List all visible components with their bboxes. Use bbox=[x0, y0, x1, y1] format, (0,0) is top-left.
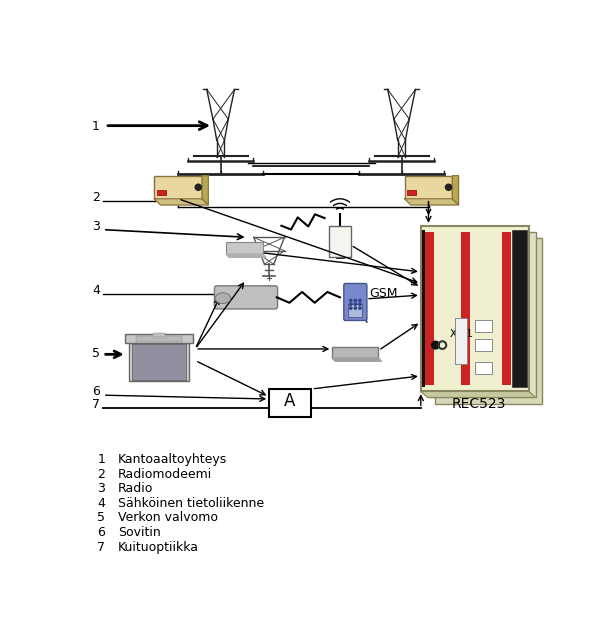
Text: X5.1: X5.1 bbox=[450, 329, 474, 340]
Polygon shape bbox=[421, 391, 536, 398]
Text: Radiomodeemi: Radiomodeemi bbox=[118, 467, 213, 481]
Text: 2: 2 bbox=[92, 191, 100, 204]
Bar bbox=[269, 389, 311, 416]
Text: REC523: REC523 bbox=[451, 398, 506, 411]
Text: Verkon valvomo: Verkon valvomo bbox=[118, 512, 218, 524]
Circle shape bbox=[354, 303, 357, 306]
Bar bbox=[407, 190, 416, 195]
Bar bbox=[512, 229, 527, 387]
Polygon shape bbox=[332, 358, 381, 361]
Circle shape bbox=[359, 303, 361, 306]
Bar bbox=[474, 319, 492, 332]
Text: 1: 1 bbox=[97, 453, 105, 466]
Bar bbox=[435, 238, 543, 404]
FancyBboxPatch shape bbox=[405, 176, 452, 199]
Bar bbox=[132, 345, 186, 380]
Circle shape bbox=[354, 299, 357, 302]
Polygon shape bbox=[226, 255, 266, 257]
Bar bbox=[421, 226, 528, 391]
Bar bbox=[129, 343, 189, 381]
Bar bbox=[425, 232, 434, 385]
Text: Radio: Radio bbox=[118, 482, 154, 495]
Circle shape bbox=[359, 299, 361, 302]
Circle shape bbox=[195, 184, 201, 190]
Bar bbox=[125, 333, 193, 343]
FancyBboxPatch shape bbox=[332, 346, 378, 358]
Polygon shape bbox=[154, 199, 208, 205]
Bar bbox=[329, 226, 351, 256]
Text: 7: 7 bbox=[97, 541, 105, 554]
Bar bbox=[136, 336, 182, 342]
Text: 6: 6 bbox=[92, 385, 100, 398]
Circle shape bbox=[354, 307, 357, 309]
Circle shape bbox=[359, 307, 361, 309]
Ellipse shape bbox=[215, 293, 230, 304]
Polygon shape bbox=[202, 176, 208, 205]
Text: 3: 3 bbox=[92, 220, 100, 232]
Text: 5: 5 bbox=[97, 512, 105, 524]
Text: 7: 7 bbox=[92, 398, 100, 411]
FancyBboxPatch shape bbox=[226, 242, 263, 255]
Bar bbox=[461, 232, 470, 385]
Bar bbox=[422, 229, 425, 387]
Circle shape bbox=[432, 341, 440, 349]
FancyBboxPatch shape bbox=[344, 284, 367, 321]
Text: 5: 5 bbox=[92, 347, 100, 360]
Text: 2: 2 bbox=[97, 467, 105, 481]
Bar bbox=[474, 339, 492, 352]
Bar bbox=[153, 333, 165, 336]
Text: 6: 6 bbox=[97, 526, 105, 539]
Text: Kantoaaltoyhteys: Kantoaaltoyhteys bbox=[118, 453, 227, 466]
Text: A: A bbox=[284, 392, 295, 410]
Text: Sähköinen tietoliikenne: Sähköinen tietoliikenne bbox=[118, 497, 264, 510]
Text: GSM: GSM bbox=[369, 287, 398, 301]
FancyBboxPatch shape bbox=[215, 286, 278, 309]
Polygon shape bbox=[452, 176, 459, 205]
Bar bbox=[348, 304, 362, 317]
Text: Sovitin: Sovitin bbox=[118, 526, 161, 539]
Circle shape bbox=[349, 299, 352, 302]
Text: 1: 1 bbox=[92, 120, 100, 132]
FancyBboxPatch shape bbox=[154, 176, 202, 199]
Circle shape bbox=[349, 307, 352, 309]
Circle shape bbox=[446, 184, 452, 190]
Bar bbox=[501, 232, 511, 385]
Text: 3: 3 bbox=[97, 482, 105, 495]
Bar bbox=[455, 318, 467, 364]
Bar bbox=[157, 190, 166, 195]
Bar bbox=[474, 362, 492, 374]
Text: 4: 4 bbox=[92, 284, 100, 297]
Polygon shape bbox=[405, 199, 459, 205]
Circle shape bbox=[349, 303, 352, 306]
Text: 4: 4 bbox=[97, 497, 105, 510]
Text: Kuituoptiikka: Kuituoptiikka bbox=[118, 541, 199, 554]
Bar bbox=[428, 232, 536, 398]
